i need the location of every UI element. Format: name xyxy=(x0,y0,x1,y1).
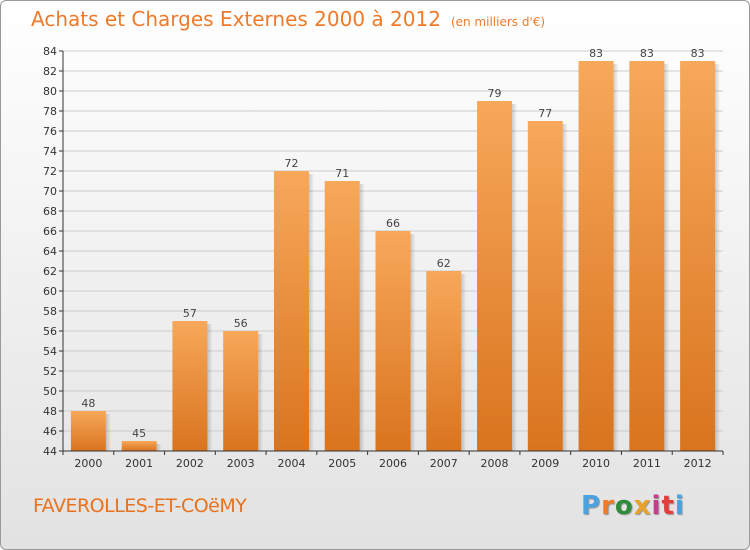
y-tick-label: 54 xyxy=(43,345,57,358)
y-tick-label: 82 xyxy=(43,65,57,78)
logo-letter: r xyxy=(601,491,615,521)
y-tick-label: 50 xyxy=(43,385,57,398)
x-tick-label-2005: 2005 xyxy=(328,457,356,470)
y-tick-label: 70 xyxy=(43,185,57,198)
bar-shadow xyxy=(156,444,162,451)
data-label-2011: 83 xyxy=(640,47,654,60)
x-tick-label-2012: 2012 xyxy=(684,457,712,470)
bar-2005 xyxy=(324,181,360,451)
logo-letter: t xyxy=(661,491,675,521)
x-tick-label-2003: 2003 xyxy=(227,457,255,470)
y-axis: 44 46 48 50 52 54 56 58 60 62 64 66 68 70 72 74 76 78 80 82… xyxy=(43,45,64,458)
x-tick-label-2008: 2008 xyxy=(481,457,509,470)
data-label-2004: 72 xyxy=(284,157,298,170)
bar-shadow xyxy=(664,64,670,451)
x-tick-label-2011: 2011 xyxy=(633,457,661,470)
bar-2003 xyxy=(223,331,259,451)
proxiti-logo: Proxiti xyxy=(581,491,685,521)
y-tick-label: 68 xyxy=(43,205,57,218)
title-text: Achats et Charges Externes 2000 à 2012 xyxy=(31,7,441,31)
unit-subtitle: (en milliers d'€) xyxy=(450,15,546,29)
y-tick-label: 48 xyxy=(43,405,57,418)
bar-shadow xyxy=(105,414,111,451)
y-tick-label: 62 xyxy=(43,265,57,278)
x-tick-label-2000: 2000 xyxy=(74,457,102,470)
y-tick-label: 66 xyxy=(43,225,57,238)
bar-2000 xyxy=(70,411,106,451)
logo-letter: P xyxy=(581,491,602,521)
y-tick-label: 76 xyxy=(43,125,57,138)
logo-letter: i xyxy=(674,491,685,521)
x-tick-label-2001: 2001 xyxy=(125,457,153,470)
data-label-2012: 83 xyxy=(691,47,705,60)
bar-2002 xyxy=(172,321,208,451)
logo-letter: i xyxy=(651,491,662,521)
bar-shadow xyxy=(359,184,365,451)
x-tick-label-2002: 2002 xyxy=(176,457,204,470)
y-tick-label: 64 xyxy=(43,245,57,258)
bar-2011 xyxy=(629,61,665,451)
bar-2012 xyxy=(680,61,716,451)
y-tick-label: 80 xyxy=(43,85,57,98)
chart-title: Achats et Charges Externes 2000 à 2012 (e… xyxy=(31,7,545,31)
bar-2001 xyxy=(121,441,157,451)
bar-2004 xyxy=(273,171,309,451)
bars: 48 45 57 56 72 71 66 62 79 77 83 83 83 xyxy=(70,47,721,451)
bar-2008 xyxy=(477,101,513,451)
data-label-2003: 56 xyxy=(234,317,248,330)
x-axis: 2000 2001 2002 2003 2004 2005 2006 2007 2008 2009… xyxy=(62,450,724,470)
data-label-2000: 48 xyxy=(81,397,95,410)
bar-2006 xyxy=(375,231,411,451)
bar-shadow xyxy=(207,324,213,451)
bar-shadow xyxy=(613,64,619,451)
bar-shadow xyxy=(512,104,518,451)
logo-letter: x xyxy=(633,491,652,521)
bar-2010 xyxy=(578,61,614,451)
bar-shadow xyxy=(461,274,467,451)
y-tick-label: 56 xyxy=(43,325,57,338)
y-tick-label: 44 xyxy=(43,445,57,458)
y-tick-label: 72 xyxy=(43,165,57,178)
bar-2009 xyxy=(527,121,563,451)
data-label-2005: 71 xyxy=(335,167,349,180)
y-tick-label: 52 xyxy=(43,365,57,378)
data-label-2006: 66 xyxy=(386,217,400,230)
y-tick-label: 78 xyxy=(43,105,57,118)
data-label-2001: 45 xyxy=(132,427,146,440)
place-name: FAVEROLLES-ET-COëMY xyxy=(33,495,247,517)
x-tick-label-2006: 2006 xyxy=(379,457,407,470)
data-label-2008: 79 xyxy=(488,87,502,100)
y-tick-label: 74 xyxy=(43,145,57,158)
bar-shadow xyxy=(410,234,416,451)
x-tick-label-2004: 2004 xyxy=(277,457,305,470)
y-tick-label: 84 xyxy=(43,45,57,58)
data-label-2009: 77 xyxy=(538,107,552,120)
x-tick-label-2009: 2009 xyxy=(531,457,559,470)
bar-2007 xyxy=(426,271,462,451)
data-label-2002: 57 xyxy=(183,307,197,320)
bar-shadow xyxy=(308,174,314,451)
y-tick-label: 58 xyxy=(43,305,57,318)
bar-shadow xyxy=(715,64,721,451)
y-tick-label: 60 xyxy=(43,285,57,298)
x-tick-label-2010: 2010 xyxy=(582,457,610,470)
logo-letter: o xyxy=(614,491,634,521)
x-tick-label-2007: 2007 xyxy=(430,457,458,470)
bar-shadow xyxy=(562,124,568,451)
bar-shadow xyxy=(258,334,264,451)
y-tick-label: 46 xyxy=(43,425,57,438)
data-label-2010: 83 xyxy=(589,47,603,60)
data-label-2007: 62 xyxy=(437,257,451,270)
